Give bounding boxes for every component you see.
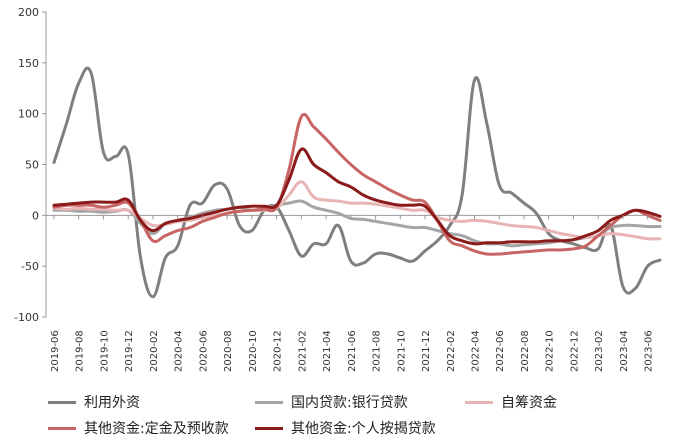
legend-label: 利用外资 (84, 395, 140, 411)
x-tick-label: 2022-08 (520, 330, 531, 372)
legend-label: 其他资金:定金及预收款 (84, 421, 229, 437)
x-tick-label: 2019-08 (75, 330, 86, 372)
x-tick-label: 2021-06 (347, 330, 358, 372)
x-tick-label: 2021-12 (421, 330, 432, 372)
x-tick-label: 2019-12 (124, 330, 135, 372)
x-tick-label: 2020-06 (198, 330, 209, 372)
x-tick-label: 2022-12 (569, 330, 580, 372)
legend-item: 其他资金:定金及预收款 (48, 418, 229, 438)
y-tick-label: 0 (32, 209, 39, 222)
x-tick-label: 2022-10 (545, 330, 556, 372)
y-tick-label: 50 (25, 159, 39, 172)
legend-item: 国内贷款:银行贷款 (255, 392, 408, 412)
x-axis: 2019-06 2019-08 2019-10 2019-12 2020-02 2020-… (50, 215, 655, 372)
x-tick-label: 2023-02 (594, 330, 605, 372)
x-tick-label: 2019-06 (50, 330, 61, 372)
x-tick-label: 2021-10 (396, 330, 407, 372)
y-axis: -100 -50 0 50 100 150 200 (14, 6, 47, 324)
legend-swatch (255, 400, 283, 404)
legend-label: 国内贷款:银行贷款 (291, 395, 408, 411)
series-line-4 (52, 112, 662, 256)
y-tick-label: -100 (14, 311, 39, 324)
series-line-1 (52, 66, 662, 299)
x-tick-label: 2020-04 (174, 330, 185, 372)
legend-swatch (255, 426, 283, 430)
x-tick-label: 2021-02 (297, 330, 308, 372)
x-tick-label: 2023-04 (619, 330, 630, 372)
x-tick-label: 2021-08 (372, 330, 383, 372)
legend-item: 其他资金:个人按揭贷款 (255, 418, 436, 438)
legend-swatch (465, 400, 493, 404)
legend-label: 其他资金:个人按揭贷款 (291, 421, 436, 437)
x-tick-label: 2023-06 (644, 330, 655, 372)
y-tick-label: 200 (18, 6, 39, 19)
x-tick-label: 2020-12 (273, 330, 284, 372)
series-lines (52, 66, 662, 299)
legend-swatch (48, 400, 76, 404)
x-tick-label: 2022-06 (495, 330, 506, 372)
x-tick-label: 2021-04 (322, 330, 333, 372)
legend-swatch (48, 426, 76, 430)
x-tick-label: 2020-02 (149, 330, 160, 372)
x-tick-label: 2020-10 (248, 330, 259, 372)
y-tick-label: 100 (18, 108, 39, 121)
series-line-5 (52, 147, 662, 246)
legend-item: 自筹资金 (465, 392, 557, 412)
legend-item: 利用外资 (48, 392, 140, 412)
x-tick-label: 2020-08 (223, 330, 234, 372)
series-line-3 (52, 180, 662, 241)
x-tick-label: 2022-02 (446, 330, 457, 372)
legend-label: 自筹资金 (501, 395, 557, 411)
y-tick-label: -50 (21, 260, 39, 273)
x-tick-label: 2022-04 (470, 330, 481, 372)
legend: 利用外资 国内贷款:银行贷款 自筹资金其他资金:定金及预收款 其他资金:个人按揭贷款 (40, 388, 680, 438)
y-tick-label: 150 (18, 57, 39, 70)
x-tick-label: 2019-10 (99, 330, 110, 372)
